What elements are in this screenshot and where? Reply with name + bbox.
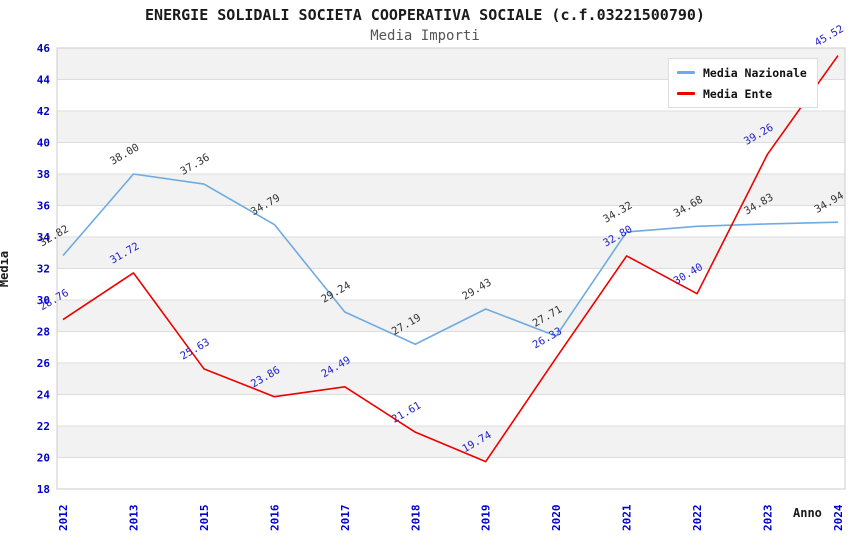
chart-subtitle: Media Importi — [370, 28, 480, 44]
y-tick-label: 40 — [37, 137, 50, 150]
x-tick-label: 2024 — [832, 504, 845, 531]
data-label: 29.43 — [460, 276, 493, 302]
y-tick-label: 28 — [37, 326, 50, 339]
media-nazionale-line-swatch-icon — [677, 71, 695, 74]
data-label: 38.00 — [108, 141, 141, 167]
y-tick-label: 24 — [37, 389, 51, 402]
x-tick-label: 2015 — [198, 505, 211, 532]
y-tick-label: 36 — [37, 200, 51, 213]
y-tick-label: 34 — [37, 231, 51, 244]
x-tick-label: 2023 — [762, 505, 775, 532]
y-tick-label: 26 — [37, 357, 51, 370]
y-tick-label: 30 — [37, 294, 50, 307]
y-tick-label: 22 — [37, 420, 50, 433]
legend: Media Nazionale Media Ente — [668, 58, 818, 108]
plot-band — [57, 237, 845, 269]
y-tick-label: 32 — [37, 263, 50, 276]
plot-band — [57, 363, 845, 395]
chart-title: ENERGIE SOLIDALI SOCIETA COOPERATIVA SOC… — [145, 6, 705, 24]
y-tick-label: 38 — [37, 168, 50, 181]
x-axis-title: Anno — [793, 506, 822, 520]
x-tick-label: 2019 — [480, 504, 493, 531]
x-tick-label: 2018 — [409, 505, 422, 532]
y-axis-title: Media — [0, 250, 12, 288]
legend-label: Media Ente — [703, 86, 773, 101]
y-tick-label: 20 — [37, 452, 50, 465]
series-line-media-nazionale — [62, 173, 839, 346]
x-tick-label: 2012 — [57, 505, 70, 532]
data-label: 45.52 — [813, 23, 846, 49]
media-ente-line-swatch-icon — [677, 92, 695, 95]
plot-band — [57, 426, 845, 458]
plot-border — [56, 47, 846, 490]
series-line-media-ente — [62, 55, 839, 463]
legend-item-media-ente: Media Ente — [677, 85, 807, 102]
x-tick-label: 2013 — [127, 505, 140, 532]
y-tick-label: 46 — [37, 42, 51, 55]
plot-band — [57, 174, 845, 206]
x-tick-label: 2022 — [691, 505, 704, 532]
y-tick-label: 18 — [37, 483, 50, 496]
x-tick-label: 2020 — [550, 505, 563, 532]
y-tick-label: 44 — [37, 74, 51, 87]
x-tick-label: 2016 — [268, 504, 281, 531]
plot-band — [57, 111, 845, 143]
y-tick-label: 42 — [37, 105, 50, 118]
x-tick-label: 2021 — [621, 504, 634, 531]
data-label: 21.61 — [390, 400, 423, 426]
x-tick-label: 2017 — [339, 505, 352, 532]
legend-item-media-nazionale: Media Nazionale — [677, 64, 807, 81]
legend-label: Media Nazionale — [703, 65, 807, 80]
